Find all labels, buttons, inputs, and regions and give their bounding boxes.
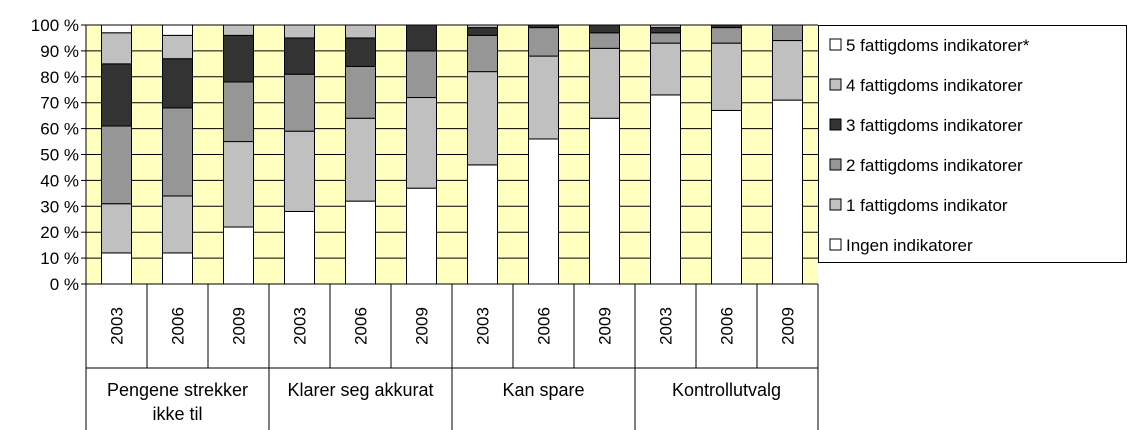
- bar-segment: [162, 252, 193, 285]
- bar-segment: [223, 81, 254, 143]
- legend-label: 5 fattigdoms indikatorer*: [846, 36, 1030, 55]
- bar-segment: [101, 203, 132, 254]
- legend-box: [818, 25, 1127, 263]
- y-tick-label: 10 %: [40, 249, 79, 268]
- x-tick-label: 2009: [413, 307, 432, 345]
- group-label: Pengene strekker ikke til: [106, 380, 249, 424]
- y-tick-label: 90 %: [40, 42, 79, 61]
- bar-segment: [223, 34, 254, 83]
- x-tick-label: 2009: [230, 307, 249, 345]
- bar-segment: [772, 24, 803, 42]
- bar-segment: [589, 32, 620, 49]
- y-tick-label: 80 %: [40, 68, 79, 87]
- legend-label: 2 fattigdoms indikatorer: [846, 156, 1023, 175]
- bar-segment: [223, 24, 254, 36]
- bar-segment: [467, 164, 498, 285]
- legend-swatch: [829, 38, 842, 51]
- bar-segment: [345, 200, 376, 285]
- bar-segment: [528, 55, 559, 140]
- bar-segment: [345, 37, 376, 67]
- y-tick-label: 60 %: [40, 120, 79, 139]
- bar-segment: [589, 24, 620, 34]
- bar-segment: [528, 24, 559, 29]
- bar-segment: [711, 27, 742, 44]
- x-tick-label: 2003: [474, 307, 493, 345]
- y-tick-label: 0 %: [50, 275, 79, 294]
- group-label: Klarer seg akkurat: [287, 380, 434, 400]
- x-tick-label: 2003: [657, 307, 676, 345]
- y-tick-label: 40 %: [40, 171, 79, 190]
- bar-segment: [101, 32, 132, 65]
- legend-swatch: [829, 238, 842, 251]
- y-tick-label: 100 %: [31, 16, 79, 35]
- bar-segment: [223, 226, 254, 285]
- x-tick-label: 2009: [779, 307, 798, 345]
- y-tick-label: 30 %: [40, 197, 79, 216]
- legend-label: Ingen indikatorer: [846, 236, 973, 255]
- bar-segment: [162, 34, 193, 60]
- bar-segment: [589, 47, 620, 119]
- bar-segment: [284, 37, 315, 75]
- y-tick-label: 70 %: [40, 94, 79, 113]
- bar-segment: [467, 27, 498, 36]
- bar-segment: [101, 125, 132, 205]
- bar-segment: [162, 24, 193, 36]
- bar-segment: [650, 42, 681, 96]
- bar-segment: [772, 99, 803, 285]
- bar-segment: [345, 24, 376, 39]
- x-tick-label: 2006: [169, 307, 188, 345]
- bar-segment: [406, 24, 437, 52]
- bar-segment: [467, 34, 498, 73]
- bar-segment: [650, 32, 681, 44]
- x-tick-label: 2006: [718, 307, 737, 345]
- x-tick-label: 2006: [352, 307, 371, 345]
- bar-segment: [162, 107, 193, 197]
- group-label: Kontrollutvalg: [671, 380, 782, 400]
- y-tick-label: 20 %: [40, 223, 79, 242]
- bar-segment: [406, 187, 437, 285]
- bar-segment: [711, 42, 742, 111]
- legend-swatch: [829, 118, 842, 131]
- bar-segment: [223, 141, 254, 228]
- bar-segment: [650, 24, 681, 29]
- bar-segment: [406, 97, 437, 189]
- bar-segment: [772, 40, 803, 101]
- bar-segment: [101, 252, 132, 285]
- bar-segment: [528, 27, 559, 57]
- y-tick-label: 50 %: [40, 146, 79, 165]
- x-tick-label: 2009: [596, 307, 615, 345]
- bar-segment: [162, 195, 193, 254]
- bar-segment: [284, 130, 315, 212]
- group-label: Kan spare: [502, 380, 585, 400]
- bar-segment: [711, 24, 742, 29]
- legend-swatch: [829, 198, 842, 211]
- bar-segment: [284, 24, 315, 39]
- legend-label: 4 fattigdoms indikatorer: [846, 76, 1023, 95]
- bar-segment: [345, 117, 376, 202]
- bar-segment: [467, 71, 498, 166]
- legend-swatch: [829, 78, 842, 91]
- bar-segment: [589, 117, 620, 285]
- legend-label: 3 fattigdoms indikatorer: [846, 116, 1023, 135]
- bar-segment: [345, 65, 376, 119]
- bar-segment: [650, 94, 681, 285]
- bar-segment: [284, 210, 315, 285]
- legend-swatch: [829, 158, 842, 171]
- x-tick-label: 2003: [291, 307, 310, 345]
- bar-segment: [650, 27, 681, 34]
- legend-label: 1 fattigdoms indikator: [846, 196, 1008, 215]
- bar-segment: [162, 58, 193, 109]
- bar-segment: [711, 109, 742, 285]
- bar-segment: [101, 63, 132, 127]
- bar-segment: [101, 24, 132, 34]
- bar-segment: [406, 50, 437, 99]
- bar-segment: [467, 24, 498, 29]
- x-tick-label: 2006: [535, 307, 554, 345]
- x-tick-label: 2003: [108, 307, 127, 345]
- bar-segment: [528, 138, 559, 285]
- bar-segment: [284, 73, 315, 132]
